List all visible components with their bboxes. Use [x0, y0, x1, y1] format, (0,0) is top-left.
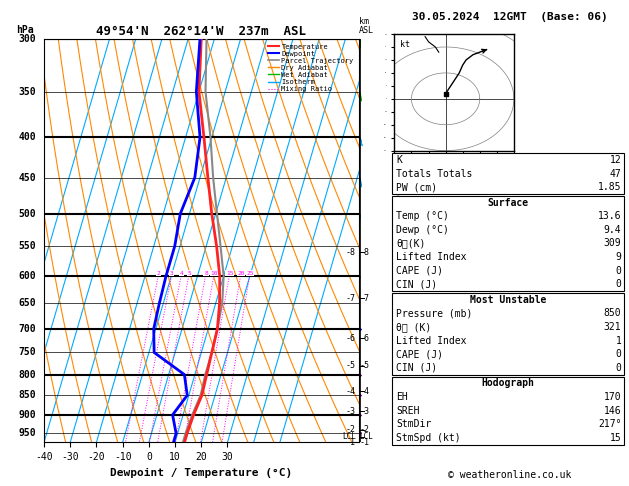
Text: 0: 0 [616, 349, 621, 359]
Text: CIN (J): CIN (J) [396, 279, 437, 289]
Text: 146: 146 [604, 406, 621, 416]
Text: 950: 950 [18, 428, 36, 438]
Legend: Temperature, Dewpoint, Parcel Trajectory, Dry Adiabat, Wet Adiabat, Isotherm, Mi: Temperature, Dewpoint, Parcel Trajectory… [267, 42, 355, 93]
Text: 321: 321 [604, 322, 621, 332]
Text: 0: 0 [616, 266, 621, 276]
Text: 850: 850 [604, 309, 621, 318]
Text: CAPE (J): CAPE (J) [396, 349, 443, 359]
Text: LCL: LCL [342, 433, 355, 441]
Text: -4: -4 [359, 387, 369, 396]
Text: 600: 600 [18, 271, 36, 281]
Text: 1.85: 1.85 [598, 182, 621, 192]
Text: LCL: LCL [359, 433, 373, 441]
Text: 217°: 217° [598, 419, 621, 429]
Text: 900: 900 [18, 410, 36, 420]
Text: -5: -5 [346, 362, 355, 370]
Text: θᴄ (K): θᴄ (K) [396, 322, 431, 332]
Text: 300: 300 [18, 34, 36, 44]
Text: 350: 350 [18, 87, 36, 97]
Text: © weatheronline.co.uk: © weatheronline.co.uk [448, 470, 571, 480]
Text: -6: -6 [359, 334, 369, 343]
Text: 650: 650 [18, 298, 36, 309]
Text: -7: -7 [346, 294, 355, 303]
Text: Surface: Surface [487, 198, 529, 208]
Text: EH: EH [396, 392, 408, 402]
Text: 13.6: 13.6 [598, 211, 621, 221]
Text: StmSpd (kt): StmSpd (kt) [396, 433, 461, 443]
Text: 9: 9 [616, 252, 621, 262]
Text: Lifted Index: Lifted Index [396, 252, 467, 262]
Text: 309: 309 [604, 239, 621, 248]
Text: StmDir: StmDir [396, 419, 431, 429]
Text: Hodograph: Hodograph [482, 379, 535, 388]
Text: PW (cm): PW (cm) [396, 182, 437, 192]
Text: 25: 25 [247, 271, 253, 276]
Text: 2: 2 [157, 271, 160, 276]
Text: 800: 800 [18, 369, 36, 380]
Text: Most Unstable: Most Unstable [470, 295, 547, 305]
Text: -1: -1 [346, 438, 355, 447]
Text: 500: 500 [18, 208, 36, 219]
Text: -8: -8 [346, 248, 355, 257]
Text: 400: 400 [18, 132, 36, 142]
Text: -6: -6 [346, 334, 355, 343]
Text: km
ASL: km ASL [359, 17, 374, 35]
Text: 47: 47 [610, 169, 621, 178]
Text: hPa: hPa [16, 25, 34, 35]
Text: -5: -5 [359, 362, 369, 370]
Text: CAPE (J): CAPE (J) [396, 266, 443, 276]
Text: 4: 4 [180, 271, 184, 276]
Text: Pressure (mb): Pressure (mb) [396, 309, 472, 318]
Text: 0: 0 [616, 279, 621, 289]
Text: Dewp (°C): Dewp (°C) [396, 225, 449, 235]
Text: -2: -2 [346, 425, 355, 434]
Text: 170: 170 [604, 392, 621, 402]
Text: 12: 12 [610, 155, 621, 165]
Text: Mixing Ratio (g/kg): Mixing Ratio (g/kg) [395, 193, 404, 288]
Text: 750: 750 [18, 347, 36, 358]
Text: 1: 1 [616, 336, 621, 346]
Text: kt: kt [401, 40, 410, 49]
Text: 550: 550 [18, 242, 36, 251]
Text: -3: -3 [359, 407, 369, 416]
Text: K: K [396, 155, 402, 165]
Text: -8: -8 [359, 248, 369, 257]
Text: 3: 3 [170, 271, 174, 276]
Text: 850: 850 [18, 390, 36, 400]
X-axis label: Dewpoint / Temperature (°C): Dewpoint / Temperature (°C) [110, 468, 292, 478]
Text: Lifted Index: Lifted Index [396, 336, 467, 346]
Text: 10: 10 [211, 271, 218, 276]
Text: 20: 20 [237, 271, 245, 276]
Text: -2: -2 [359, 425, 369, 434]
Text: -1: -1 [359, 438, 369, 447]
Text: 450: 450 [18, 173, 36, 183]
Text: θᴄ(K): θᴄ(K) [396, 239, 426, 248]
Text: Totals Totals: Totals Totals [396, 169, 472, 178]
Text: 700: 700 [18, 324, 36, 334]
Text: 30.05.2024  12GMT  (Base: 06): 30.05.2024 12GMT (Base: 06) [411, 12, 608, 22]
Text: 15: 15 [226, 271, 233, 276]
Text: -3: -3 [346, 407, 355, 416]
Text: SREH: SREH [396, 406, 420, 416]
Text: -7: -7 [359, 294, 369, 303]
Text: 0: 0 [616, 363, 621, 373]
Text: CIN (J): CIN (J) [396, 363, 437, 373]
Title: 49°54'N  262°14'W  237m  ASL: 49°54'N 262°14'W 237m ASL [96, 25, 306, 38]
Text: 15: 15 [610, 433, 621, 443]
Text: -4: -4 [346, 387, 355, 396]
Text: 8: 8 [204, 271, 208, 276]
Text: 5: 5 [187, 271, 191, 276]
Text: Temp (°C): Temp (°C) [396, 211, 449, 221]
Text: 9.4: 9.4 [604, 225, 621, 235]
